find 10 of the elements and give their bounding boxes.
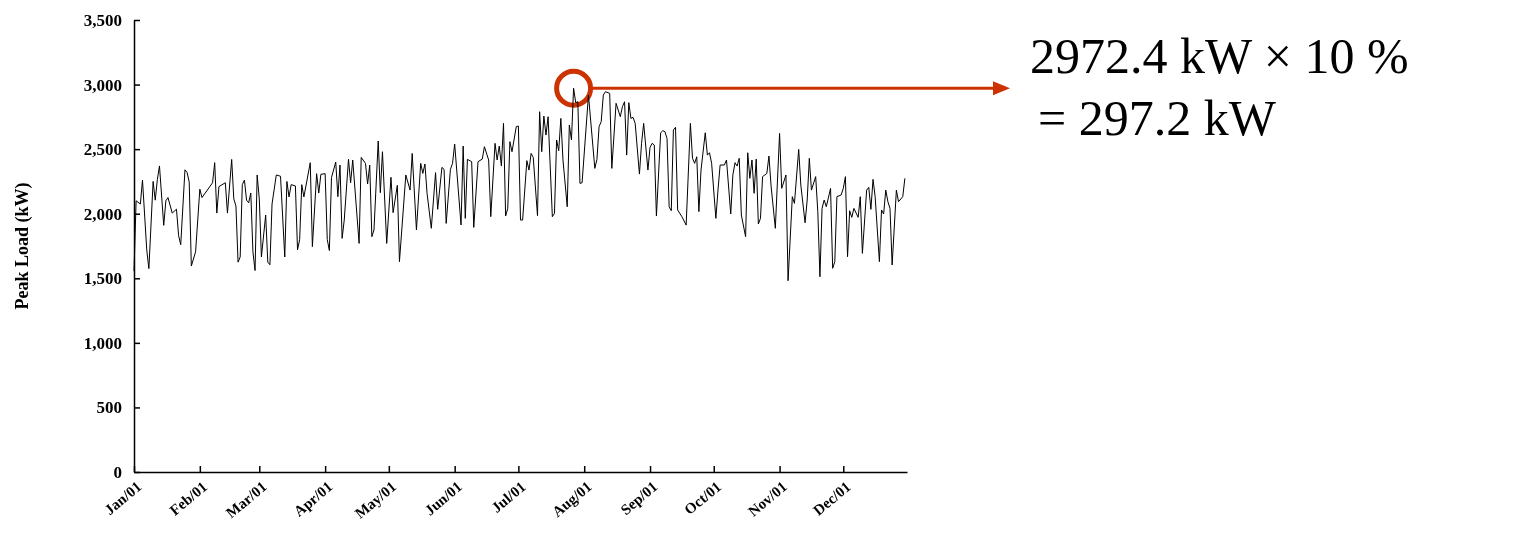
y-axis-title: Peak Load (kW) xyxy=(12,182,33,310)
y-tick-label: 500 xyxy=(96,398,122,418)
y-tick-label: 1,500 xyxy=(83,269,122,289)
y-tick-label: 2,000 xyxy=(83,204,122,224)
text: 2972.4 kW × 10 % = 297.2 kW xyxy=(1030,28,1409,147)
y-tick-label: 3,000 xyxy=(83,75,122,95)
y-tick-label: 2,500 xyxy=(83,140,122,160)
y-tick-label: 0 xyxy=(113,462,122,482)
y-tick-label: 3,500 xyxy=(83,10,122,30)
y-tick-label: 1,000 xyxy=(83,333,122,353)
